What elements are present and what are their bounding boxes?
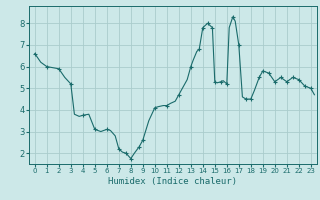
X-axis label: Humidex (Indice chaleur): Humidex (Indice chaleur)	[108, 177, 237, 186]
